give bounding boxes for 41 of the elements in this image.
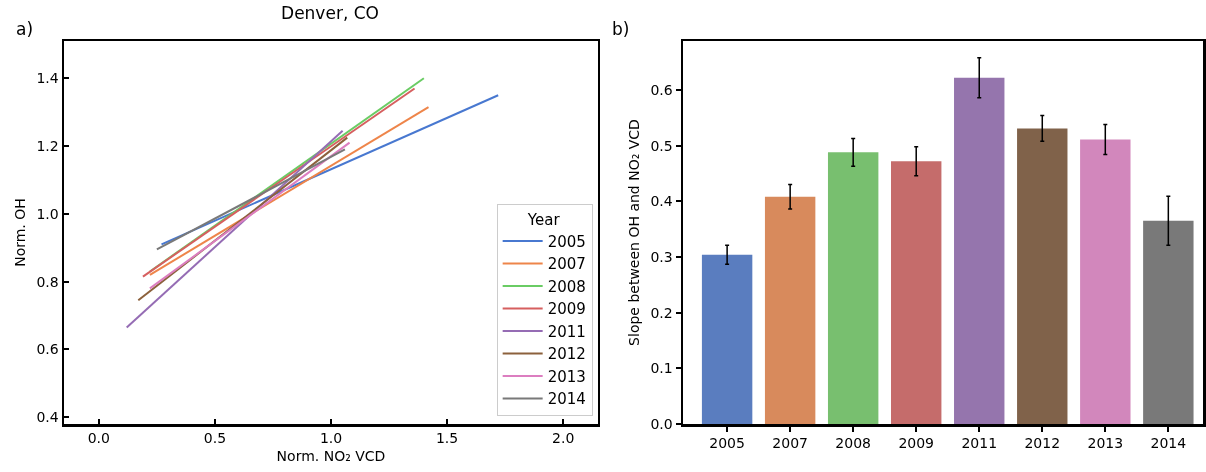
- legend-label: 2007: [547, 255, 586, 274]
- y-tick-label: 1.4: [36, 70, 59, 87]
- x-tick-label: 2011: [961, 435, 998, 452]
- legend-label: 2011: [547, 322, 586, 341]
- x-tick-label: 2009: [898, 435, 935, 452]
- text: b): [612, 19, 630, 39]
- y-tick-label: 1.0: [36, 205, 59, 222]
- y-tick-label: 0.4: [650, 193, 673, 210]
- x-tick-label: 2007: [772, 435, 808, 452]
- legend-label: 2013: [547, 367, 586, 386]
- y-tick-label: 0.6: [650, 81, 673, 98]
- x-tick-label: 2012: [1024, 435, 1061, 452]
- x-tick-label: 0.0: [87, 430, 110, 447]
- y-tick-label: 0.6: [36, 341, 59, 358]
- y-tick-label: 0.3: [650, 248, 673, 265]
- y-tick-label: 0.2: [650, 304, 673, 321]
- legend-title: Year: [526, 210, 561, 229]
- x-axis-title: Norm. NO₂ VCD: [276, 447, 386, 464]
- chart-title: Denver, CO: [281, 2, 379, 23]
- y-tick-label: 0.5: [650, 137, 673, 154]
- legend-label: 2014: [547, 390, 586, 409]
- x-tick-label: 0.5: [203, 430, 227, 447]
- x-tick-label: 2014: [1150, 435, 1187, 452]
- legend-label: 2012: [547, 345, 586, 364]
- x-tick-label: 2005: [709, 435, 745, 452]
- x-tick-label: 1.0: [319, 430, 343, 447]
- text: a): [16, 19, 34, 39]
- y-axis-title: Norm. OH: [11, 198, 28, 267]
- x-tick-label: 2013: [1087, 435, 1124, 452]
- x-tick-label: 1.5: [435, 430, 459, 447]
- legend-label: 2009: [547, 300, 586, 319]
- y-tick-label: 0.8: [36, 273, 59, 290]
- y-tick-label: 0.0: [650, 415, 673, 432]
- x-tick-label: 2.0: [552, 430, 575, 447]
- x-tick-label: 2008: [835, 435, 871, 452]
- y-tick-label: 1.2: [36, 137, 59, 154]
- legend-label: 2005: [547, 232, 586, 251]
- y-axis-title: Slope between OH and NO₂ VCD: [625, 119, 642, 346]
- y-tick-label: 0.4: [36, 409, 59, 426]
- legend-label: 2008: [547, 277, 586, 296]
- y-tick-label: 0.1: [650, 360, 673, 377]
